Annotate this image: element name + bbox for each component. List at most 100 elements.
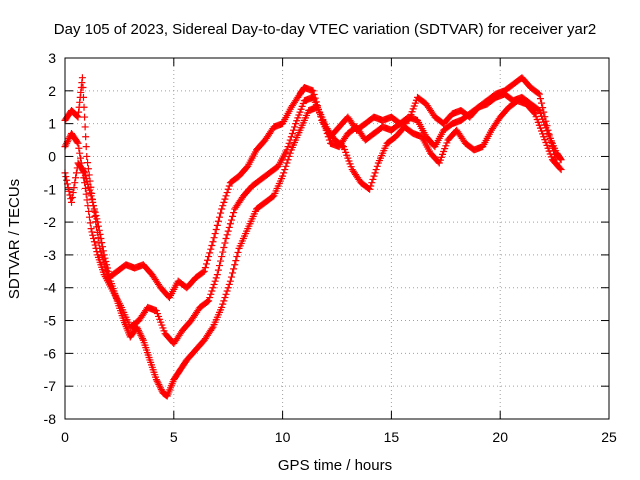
data-point xyxy=(65,187,73,195)
data-point xyxy=(288,129,296,137)
data-point xyxy=(63,139,71,147)
data-point xyxy=(223,189,231,197)
data-point xyxy=(207,290,215,298)
data-point xyxy=(72,169,80,177)
data-point xyxy=(371,169,379,177)
data-point xyxy=(218,205,226,213)
data-point xyxy=(205,253,213,261)
data-points xyxy=(61,74,565,400)
data-point xyxy=(89,198,97,206)
data-point xyxy=(102,257,110,265)
data-point xyxy=(284,156,292,164)
data-point xyxy=(94,222,102,230)
data-point xyxy=(75,144,83,152)
data-point xyxy=(219,248,227,256)
data-point xyxy=(81,123,89,131)
data-point xyxy=(208,325,216,333)
data-point xyxy=(367,182,375,190)
x-tick-label: 15 xyxy=(384,429,400,445)
data-point xyxy=(91,241,99,249)
data-point xyxy=(72,174,80,182)
grid xyxy=(65,58,609,419)
x-tick-label: 10 xyxy=(275,429,291,445)
data-point xyxy=(82,190,90,198)
data-point xyxy=(77,154,85,162)
data-point xyxy=(557,156,565,164)
data-point xyxy=(557,166,565,174)
data-point xyxy=(74,139,82,147)
data-point xyxy=(62,141,70,149)
data-point xyxy=(286,149,294,157)
data-point xyxy=(338,142,346,150)
data-point xyxy=(82,143,90,151)
data-point xyxy=(536,95,544,103)
series-track-2 xyxy=(61,90,565,348)
data-point xyxy=(153,377,161,385)
y-tick-label: -7 xyxy=(44,378,57,394)
data-point xyxy=(213,271,221,279)
data-point xyxy=(68,198,76,206)
data-point xyxy=(90,235,98,242)
data-point xyxy=(156,382,164,390)
data-point xyxy=(530,109,538,117)
y-tick-label: -3 xyxy=(44,247,57,263)
y-tick-label: -1 xyxy=(44,181,57,197)
data-point xyxy=(97,235,105,242)
data-point xyxy=(206,294,214,302)
data-point xyxy=(80,168,88,176)
data-point xyxy=(134,325,142,333)
x-tick-label: 0 xyxy=(61,429,69,445)
data-point xyxy=(222,192,230,200)
data-point xyxy=(135,328,143,336)
x-tick-label: 5 xyxy=(170,429,178,445)
data-point xyxy=(232,257,240,265)
data-point xyxy=(90,202,98,210)
y-tick-label: 2 xyxy=(48,83,56,99)
data-point xyxy=(95,226,103,234)
data-point xyxy=(96,230,104,238)
data-point xyxy=(219,300,227,308)
data-point xyxy=(556,164,564,172)
y-tick-label: -6 xyxy=(44,345,57,361)
data-point xyxy=(100,251,108,259)
data-point xyxy=(154,379,162,387)
y-tick-label: 1 xyxy=(48,116,56,132)
data-point xyxy=(225,223,233,231)
y-tick-label: -5 xyxy=(44,313,57,329)
data-point xyxy=(224,185,232,193)
data-point xyxy=(220,244,228,252)
data-point xyxy=(136,330,144,338)
data-point xyxy=(67,195,75,203)
data-point xyxy=(199,268,207,276)
data-point xyxy=(209,284,217,292)
data-point xyxy=(280,169,288,177)
data-point xyxy=(137,331,145,339)
data-point xyxy=(99,243,107,251)
data-point xyxy=(223,231,231,239)
data-point xyxy=(68,193,76,201)
data-point xyxy=(134,326,142,334)
data-point xyxy=(83,152,91,160)
data-point xyxy=(220,297,228,305)
data-point xyxy=(88,195,96,203)
data-point xyxy=(281,166,289,174)
data-point xyxy=(370,172,378,180)
data-point xyxy=(221,239,229,247)
data-point xyxy=(210,280,218,288)
data-point xyxy=(92,244,100,252)
data-point xyxy=(538,99,546,107)
data-point xyxy=(224,227,232,235)
data-point xyxy=(214,217,222,225)
data-point xyxy=(78,74,86,82)
data-point xyxy=(71,179,79,187)
data-point xyxy=(291,123,299,131)
data-point xyxy=(63,176,71,184)
data-point xyxy=(217,209,225,217)
data-point xyxy=(535,90,543,98)
data-point xyxy=(204,256,212,264)
data-point xyxy=(138,333,146,341)
data-point xyxy=(222,235,230,242)
data-point xyxy=(219,202,227,210)
data-point xyxy=(101,254,109,262)
